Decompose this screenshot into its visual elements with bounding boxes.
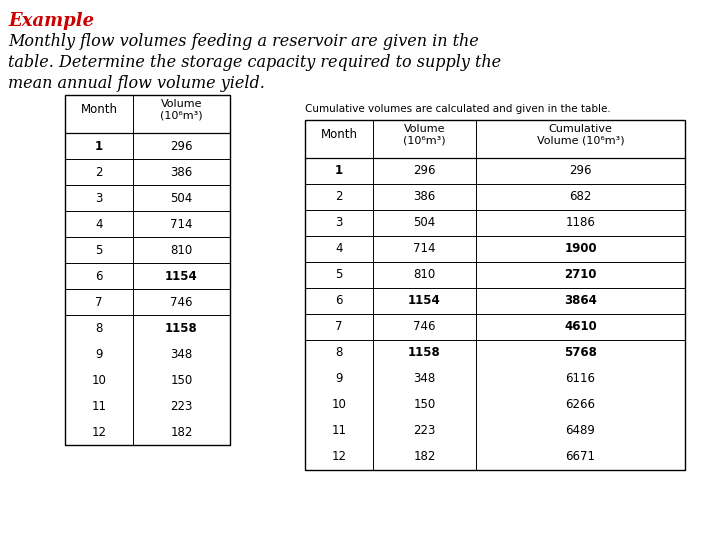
Text: 5: 5 [95, 244, 103, 256]
Text: mean annual flow volume yield.: mean annual flow volume yield. [8, 75, 265, 92]
Text: Month: Month [81, 103, 117, 116]
Text: 150: 150 [171, 374, 193, 387]
Text: 9: 9 [95, 348, 103, 361]
Text: 1900: 1900 [564, 242, 597, 255]
Text: 4610: 4610 [564, 321, 597, 334]
Text: 223: 223 [171, 400, 193, 413]
Text: 10: 10 [91, 374, 107, 387]
Text: 5768: 5768 [564, 347, 597, 360]
Text: 11: 11 [91, 400, 107, 413]
Text: 348: 348 [413, 373, 436, 386]
Text: 714: 714 [170, 218, 193, 231]
Text: 223: 223 [413, 424, 436, 437]
Text: 1154: 1154 [165, 269, 198, 282]
Text: Cumulative volumes are calculated and given in the table.: Cumulative volumes are calculated and gi… [305, 104, 611, 114]
Text: 6: 6 [336, 294, 343, 307]
Text: Example: Example [8, 12, 94, 30]
Bar [65, 95, 230, 445]
Text: 8: 8 [336, 347, 343, 360]
Text: 6: 6 [95, 269, 103, 282]
Text: 9: 9 [336, 373, 343, 386]
Text: 11: 11 [331, 424, 346, 437]
Text: 5: 5 [336, 268, 343, 281]
Text: 1186: 1186 [566, 217, 595, 230]
Text: 6671: 6671 [565, 450, 595, 463]
Text: 1158: 1158 [408, 347, 441, 360]
Text: 12: 12 [331, 450, 346, 463]
Text: Monthly flow volumes feeding a reservoir are given in the: Monthly flow volumes feeding a reservoir… [8, 33, 479, 50]
Text: 6266: 6266 [565, 399, 595, 411]
Text: 3: 3 [336, 217, 343, 230]
Text: 182: 182 [171, 426, 193, 438]
Bar [305, 120, 685, 470]
Text: 810: 810 [171, 244, 193, 256]
Text: 386: 386 [413, 191, 436, 204]
Text: 3: 3 [95, 192, 103, 205]
Text: 1: 1 [95, 139, 103, 152]
Text: 7: 7 [336, 321, 343, 334]
Text: Volume
(10⁶m³): Volume (10⁶m³) [160, 99, 203, 120]
Text: 150: 150 [413, 399, 436, 411]
Text: 6116: 6116 [565, 373, 595, 386]
Text: 1: 1 [335, 165, 343, 178]
Text: 714: 714 [413, 242, 436, 255]
Text: 2710: 2710 [564, 268, 597, 281]
Text: 8: 8 [95, 321, 103, 334]
Text: Cumulative
Volume (10⁶m³): Cumulative Volume (10⁶m³) [536, 124, 624, 146]
Text: 504: 504 [171, 192, 193, 205]
Text: Month: Month [320, 128, 358, 141]
Text: 12: 12 [91, 426, 107, 438]
Text: 746: 746 [413, 321, 436, 334]
Text: 6489: 6489 [566, 424, 595, 437]
Text: 348: 348 [171, 348, 193, 361]
Text: 682: 682 [570, 191, 592, 204]
Text: 4: 4 [336, 242, 343, 255]
Text: 296: 296 [570, 165, 592, 178]
Text: 4: 4 [95, 218, 103, 231]
Text: 10: 10 [332, 399, 346, 411]
Text: Volume
(10⁶m³): Volume (10⁶m³) [403, 124, 446, 146]
Text: 1158: 1158 [165, 321, 198, 334]
Text: 296: 296 [413, 165, 436, 178]
Text: 3864: 3864 [564, 294, 597, 307]
Text: 386: 386 [171, 165, 193, 179]
Text: 182: 182 [413, 450, 436, 463]
Text: 7: 7 [95, 295, 103, 308]
Text: 810: 810 [413, 268, 436, 281]
Text: 2: 2 [336, 191, 343, 204]
Text: 746: 746 [170, 295, 193, 308]
Text: 504: 504 [413, 217, 436, 230]
Text: table. Determine the storage capacity required to supply the: table. Determine the storage capacity re… [8, 54, 501, 71]
Text: 1154: 1154 [408, 294, 441, 307]
Text: 2: 2 [95, 165, 103, 179]
Text: 296: 296 [170, 139, 193, 152]
